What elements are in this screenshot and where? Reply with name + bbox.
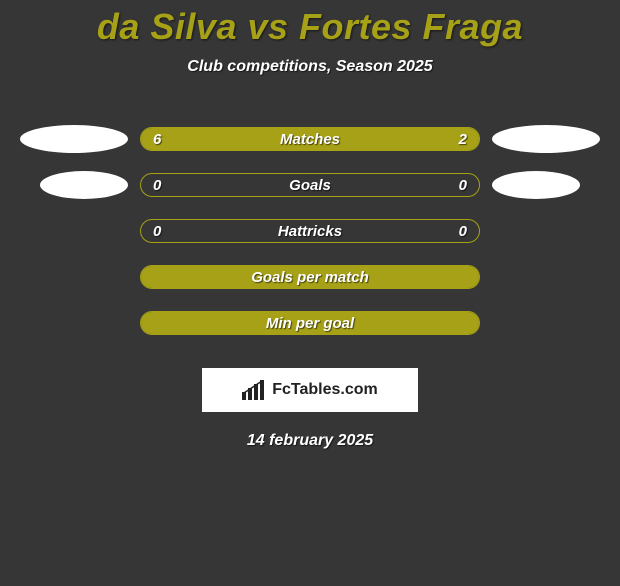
stat-label: Goals per match [141,266,479,288]
stat-value-right: 0 [459,174,467,196]
player-left-ellipse [20,125,128,153]
stat-row: Goals0 0 [0,162,620,208]
stat-value-left: 6 [153,128,161,150]
stat-label: Matches [141,128,479,150]
stat-label: Goals [141,174,479,196]
spacer [492,309,600,337]
player-right-ellipse [492,125,600,153]
stat-label: Min per goal [141,312,479,334]
player-right-ellipse [492,171,580,199]
stat-bar: Goals0 0 [140,173,480,197]
stat-value-right: 2 [459,128,467,150]
stat-bar: Goals per match [140,265,480,289]
stat-row: Hattricks0 0 [0,208,620,254]
stat-bar: Hattricks0 0 [140,219,480,243]
stat-value-right: 0 [459,220,467,242]
spacer [20,309,128,337]
stat-row: Matches6 2 [0,116,620,162]
logo-text: FcTables.com [272,381,378,399]
stat-bar: Min per goal [140,311,480,335]
page-subtitle: Club competitions, Season 2025 [0,58,620,76]
stat-value-left: 0 [153,174,161,196]
bar-chart-icon [242,380,266,400]
spacer [20,217,128,245]
spacer [492,263,600,291]
spacer [492,217,600,245]
spacer [20,263,128,291]
stat-label: Hattricks [141,220,479,242]
logo-box: FcTables.com [202,368,418,412]
date-line: 14 february 2025 [0,432,620,450]
page-title: da Silva vs Fortes Fraga [0,6,620,48]
stat-row: Min per goal [0,300,620,346]
stat-row: Goals per match [0,254,620,300]
player-left-ellipse [40,171,128,199]
stats-rows: Matches62Goals00Hattricks00Goals per mat… [0,116,620,346]
stat-value-left: 0 [153,220,161,242]
stat-bar: Matches6 2 [140,127,480,151]
